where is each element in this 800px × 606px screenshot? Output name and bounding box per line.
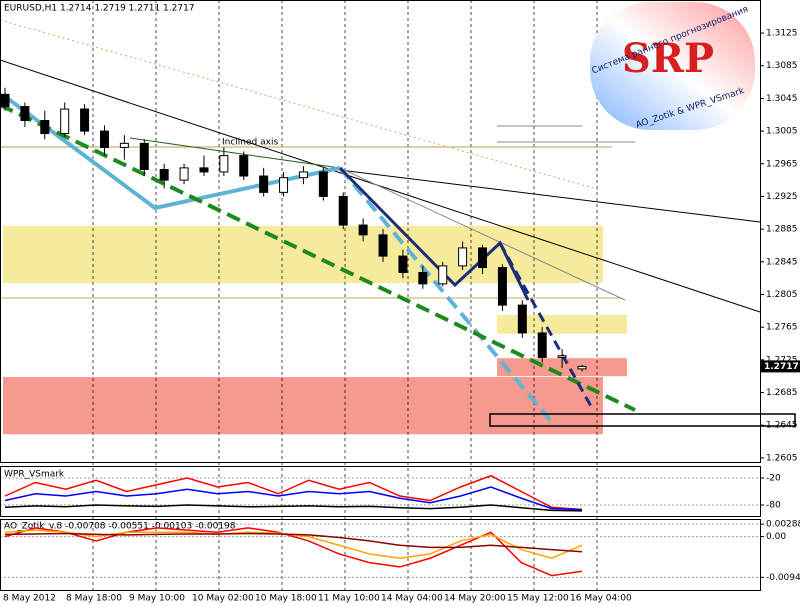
candle-body xyxy=(517,304,527,334)
ao-frame xyxy=(0,519,761,591)
candle-body xyxy=(259,175,269,193)
candle-body xyxy=(458,247,468,267)
indicator-line xyxy=(4,486,583,511)
candle-body xyxy=(60,108,70,135)
logo: SRP Система раннего прогнозирования AO_Z… xyxy=(590,2,755,131)
trend-line xyxy=(0,19,601,191)
drawings xyxy=(0,19,796,427)
x-tick-label: 15 May 12:00 xyxy=(507,594,569,604)
price-zone xyxy=(497,314,627,334)
price-zone xyxy=(3,377,603,435)
y-tick-label: 1.2805 xyxy=(766,290,798,300)
y-tick-label: 1.2725 xyxy=(766,355,798,365)
indicator-line xyxy=(4,532,583,553)
candle-body xyxy=(119,142,129,148)
annotation: Inclined axis xyxy=(222,138,278,148)
y-tick-label: 1.3005 xyxy=(766,127,798,137)
x-tick-label: 8 May 2012 xyxy=(3,594,56,604)
level-box xyxy=(489,413,796,427)
wpr-frame xyxy=(0,466,761,517)
panel-title: WPR_VSmark xyxy=(4,470,65,480)
x-tick-label: 10 May 18:00 xyxy=(255,594,317,604)
candle-body xyxy=(159,168,169,181)
panel-title: AO_Zotik_v.8 -0.00708 -0.00551 -0.00103 … xyxy=(4,522,236,532)
y-tick-label: 0.00 xyxy=(766,532,786,542)
candle-body xyxy=(0,93,10,108)
y-tick-label: 1.2685 xyxy=(766,388,798,398)
candle-body xyxy=(298,171,308,179)
candle-body xyxy=(179,167,189,181)
y-tick-label: 1.3085 xyxy=(766,61,798,71)
y-tick-label: 1.2765 xyxy=(766,323,798,333)
candle-body xyxy=(378,234,388,257)
candle-body xyxy=(577,365,587,370)
candle-body xyxy=(418,271,428,285)
projection-line xyxy=(338,166,552,422)
inclined-axis xyxy=(129,137,341,169)
candle-body xyxy=(199,167,209,173)
candle-body xyxy=(557,355,567,358)
candle-body xyxy=(40,119,50,135)
candle-body xyxy=(478,247,488,269)
y-tick-label: 1.3125 xyxy=(766,29,798,39)
trend-line xyxy=(0,103,636,412)
chart-title: EURUSD,H1 1.2714 1.2719 1.2711 1.2717 xyxy=(4,4,195,14)
candle-body xyxy=(20,106,30,121)
candle-body xyxy=(318,171,328,197)
candle-body xyxy=(239,155,249,177)
x-tick-label: 14 May 20:00 xyxy=(444,594,506,604)
candle-body xyxy=(497,267,507,306)
y-tick-label: 1.2845 xyxy=(766,257,798,267)
trend-line xyxy=(339,167,626,301)
x-tick-label: 10 May 02:00 xyxy=(192,594,254,604)
candle-body xyxy=(358,224,368,236)
candle-body xyxy=(338,195,348,226)
indicator-line xyxy=(4,474,583,511)
last-price-label: 1.2717 xyxy=(764,362,799,372)
y-tick-label: 1.2925 xyxy=(766,192,798,202)
candle-body xyxy=(139,142,149,170)
candle-body xyxy=(219,155,229,173)
y-tick-label: -0.00941 xyxy=(766,573,800,583)
y-tick-label: 1.2645 xyxy=(766,421,798,431)
pattern-line xyxy=(1,93,341,211)
logo-badge xyxy=(590,2,755,130)
candle-body xyxy=(438,265,448,285)
indicator-line xyxy=(4,527,583,577)
y-tick-label: 1.2885 xyxy=(766,225,798,235)
x-tick-label: 14 May 04:00 xyxy=(381,594,443,604)
indicator-line xyxy=(4,504,583,512)
frames xyxy=(0,0,761,591)
y-tick-label: 0.00288 xyxy=(766,520,800,530)
last-price-box xyxy=(761,360,800,373)
x-tick-label: 16 May 04:00 xyxy=(570,594,632,604)
logo-title: SRP xyxy=(622,35,714,82)
candle-body xyxy=(398,255,408,273)
candle-body xyxy=(537,332,547,358)
main-frame xyxy=(0,0,761,463)
x-tick-label: 11 May 10:00 xyxy=(318,594,380,604)
y-tick-label: 1.2965 xyxy=(766,159,798,169)
x-tick-label: 9 May 10:00 xyxy=(129,594,185,604)
trend-line xyxy=(339,169,761,223)
pattern-line xyxy=(338,166,530,301)
y-tick-label: 1.2605 xyxy=(766,453,798,463)
candle-body xyxy=(80,108,90,132)
y-tick-label: -80 xyxy=(766,501,781,511)
y-tick-label: -20 xyxy=(766,474,781,484)
y-tick-label: 1.3045 xyxy=(766,94,798,104)
x-tick-label: 8 May 18:00 xyxy=(66,594,122,604)
candle-body xyxy=(99,130,109,148)
candle-body xyxy=(279,177,289,193)
